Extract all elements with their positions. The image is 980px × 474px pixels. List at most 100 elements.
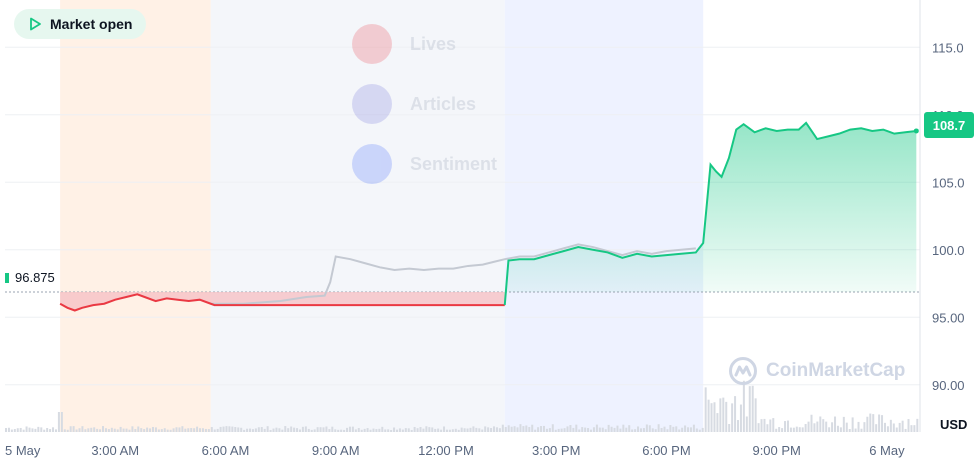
volume-bar — [169, 429, 172, 432]
volume-bar — [443, 426, 446, 432]
price-line-up — [503, 121, 917, 306]
volume-bar — [786, 420, 789, 432]
volume-bar — [498, 428, 501, 432]
volume-bar — [701, 427, 704, 432]
volume-bar — [440, 429, 443, 432]
volume-bar — [60, 412, 63, 432]
volume-bar — [707, 399, 710, 432]
volume-bar — [587, 428, 590, 432]
volume-bar — [157, 429, 160, 432]
volume-bar — [52, 427, 55, 432]
volume-bar — [366, 428, 369, 432]
x-tick-label: 9:00 PM — [752, 443, 800, 458]
x-tick-label: 3:00 PM — [532, 443, 580, 458]
volume-bar — [566, 426, 569, 432]
volume-bar — [87, 428, 90, 432]
volume-bar — [116, 429, 119, 432]
volume-bar — [22, 429, 25, 432]
volume-bar — [316, 427, 319, 432]
volume-bar — [328, 429, 331, 432]
volume-bar — [110, 427, 113, 432]
volume-bar — [31, 428, 34, 432]
volume-bar — [869, 413, 872, 432]
volume-bar — [172, 428, 175, 432]
volume-bar — [739, 404, 742, 432]
volume-bar — [275, 427, 278, 432]
volume-bar — [234, 427, 237, 432]
volume-bar — [901, 420, 904, 432]
volume-bar — [504, 427, 507, 432]
volume-bar — [769, 419, 772, 432]
volume-bar — [125, 428, 128, 432]
x-tick-label: 6 May — [869, 443, 905, 458]
volume-bar — [595, 424, 598, 432]
volume-bar — [681, 427, 684, 432]
volume-bar — [742, 380, 745, 432]
volume-bar — [146, 427, 149, 432]
volume-bar — [554, 429, 557, 432]
volume-bar — [140, 428, 143, 432]
volume-bar — [845, 422, 848, 432]
x-tick-label: 12:00 PM — [418, 443, 474, 458]
volume-bar — [425, 426, 428, 432]
volume-bar — [734, 396, 737, 432]
volume-bar — [243, 429, 246, 432]
volume-bar — [495, 427, 498, 432]
volume-bar — [287, 428, 290, 432]
volume-bar — [719, 398, 722, 432]
volume-bar — [272, 428, 275, 432]
volume-bar — [207, 429, 210, 432]
session-bands — [60, 0, 704, 432]
volume-bar — [534, 429, 537, 432]
volume-bar — [175, 427, 178, 432]
volume-bar — [848, 428, 851, 432]
volume-bar — [645, 424, 648, 432]
volume-bar — [96, 428, 99, 432]
volume-bar — [334, 429, 337, 432]
volume-bar — [451, 429, 454, 432]
volume-bar — [872, 414, 875, 432]
x-tick-label: 6:00 PM — [642, 443, 690, 458]
volume-bar — [581, 427, 584, 432]
volume-bar — [516, 427, 519, 432]
volume-bar — [760, 419, 763, 432]
volume-bar — [407, 428, 410, 432]
x-tick-label: 3:00 AM — [91, 443, 139, 458]
volume-bar — [792, 427, 795, 432]
volume-bar — [490, 428, 493, 432]
volume-bar — [25, 426, 28, 432]
volume-bar — [819, 416, 822, 432]
volume-bar — [319, 427, 322, 432]
volume-bar — [763, 418, 766, 432]
volume-bar — [137, 426, 140, 432]
volume-bar — [604, 429, 607, 432]
volume-bar — [37, 426, 40, 432]
volume-bar — [151, 426, 154, 432]
volume-bar — [592, 427, 595, 432]
volume-bar — [28, 427, 31, 432]
volume-bar — [322, 427, 325, 432]
volume-bar — [113, 428, 116, 432]
reference-marker — [5, 273, 9, 283]
volume-bar — [46, 428, 49, 432]
comparison-series-line — [210, 243, 696, 305]
volume-bar — [269, 429, 272, 432]
volume-bar — [231, 426, 234, 432]
volume-bar — [143, 429, 146, 432]
volume-bar — [257, 427, 260, 432]
volume-bar — [907, 419, 910, 432]
volume-bar — [122, 428, 125, 432]
volume-bar — [225, 426, 228, 432]
y-tick-label: 115.0 — [932, 40, 964, 55]
volume-bar — [278, 428, 281, 432]
volume-bar — [481, 429, 484, 432]
volume-bar — [695, 428, 698, 432]
volume-bar — [263, 428, 266, 432]
volume-bar — [304, 426, 307, 432]
coinmarketcap-logo-icon — [729, 357, 757, 385]
volume-bar — [913, 425, 916, 432]
volume-bar — [372, 428, 375, 432]
volume-bar — [54, 429, 57, 432]
volume-bar — [196, 426, 199, 432]
